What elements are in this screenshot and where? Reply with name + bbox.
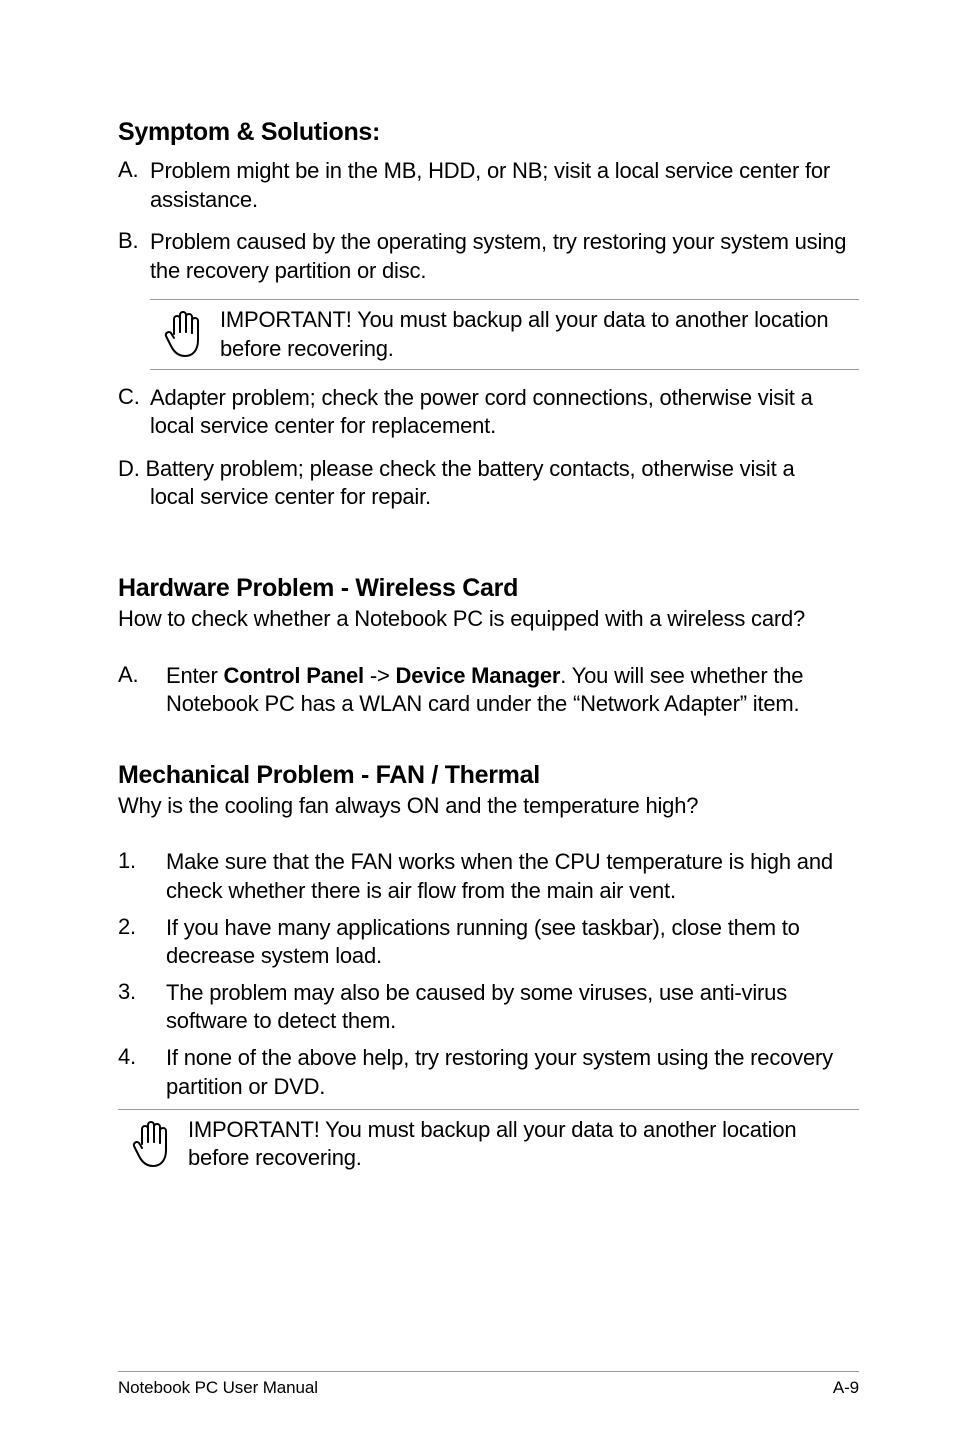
page-footer: Notebook PC User Manual A-9 — [118, 1371, 859, 1398]
item-marker: 1. — [118, 848, 166, 905]
section1-heading: Symptom & Solutions: — [118, 118, 859, 147]
item-text: Problem might be in the MB, HDD, or NB; … — [150, 157, 859, 214]
list-item: A. Problem might be in the MB, HDD, or N… — [118, 157, 859, 214]
item-text: Make sure that the FAN works when the CP… — [166, 848, 859, 905]
list-item: A. Enter Control Panel -> Device Manager… — [118, 662, 859, 719]
section3-intro: Why is the cooling fan always ON and the… — [118, 792, 859, 821]
list-item: 4. If none of the above help, try restor… — [118, 1044, 859, 1101]
list-item: 2. If you have many applications running… — [118, 914, 859, 971]
item-text: Enter Control Panel -> Device Manager. Y… — [166, 662, 859, 719]
section3-heading: Mechanical Problem - FAN / Thermal — [118, 761, 859, 790]
item-marker: 3. — [118, 979, 166, 1036]
item-text-line2: local service center for repair. — [118, 483, 859, 512]
item-marker: 4. — [118, 1044, 166, 1101]
bold-text: Control Panel — [224, 663, 364, 688]
item-text: If you have many applications running (s… — [166, 914, 859, 971]
hand-stop-icon — [118, 1116, 188, 1172]
section2-intro: How to check whether a Notebook PC is eq… — [118, 605, 859, 634]
item-marker: B. — [118, 228, 150, 285]
item-text: Adapter problem; check the power cord co… — [150, 384, 859, 441]
callout-text: IMPORTANT! You must backup all your data… — [188, 1116, 859, 1172]
list-item: 1. Make sure that the FAN works when the… — [118, 848, 859, 905]
item-text-line1: D. Battery problem; please check the bat… — [118, 456, 794, 481]
bold-text: Device Manager — [396, 663, 561, 688]
callout-text: IMPORTANT! You must backup all your data… — [220, 306, 859, 362]
list-item: 3. The problem may also be caused by som… — [118, 979, 859, 1036]
section2-heading: Hardware Problem - Wireless Card — [118, 574, 859, 603]
important-callout: IMPORTANT! You must backup all your data… — [150, 299, 859, 369]
item-marker: A. — [118, 662, 166, 719]
item-marker: 2. — [118, 914, 166, 971]
footer-left: Notebook PC User Manual — [118, 1378, 318, 1398]
footer-right: A-9 — [833, 1378, 859, 1398]
item-text: The problem may also be caused by some v… — [166, 979, 859, 1036]
hand-stop-icon — [150, 306, 220, 362]
important-callout: IMPORTANT! You must backup all your data… — [118, 1109, 859, 1178]
item-marker: A. — [118, 157, 150, 214]
item-text: If none of the above help, try restoring… — [166, 1044, 859, 1101]
list-item: C. Adapter problem; check the power cord… — [118, 384, 859, 441]
list-item: D. Battery problem; please check the bat… — [118, 455, 859, 512]
list-item: B. Problem caused by the operating syste… — [118, 228, 859, 285]
page-content: Symptom & Solutions: A. Problem might be… — [0, 0, 954, 1179]
item-text: Problem caused by the operating system, … — [150, 228, 859, 285]
item-marker: C. — [118, 384, 150, 441]
